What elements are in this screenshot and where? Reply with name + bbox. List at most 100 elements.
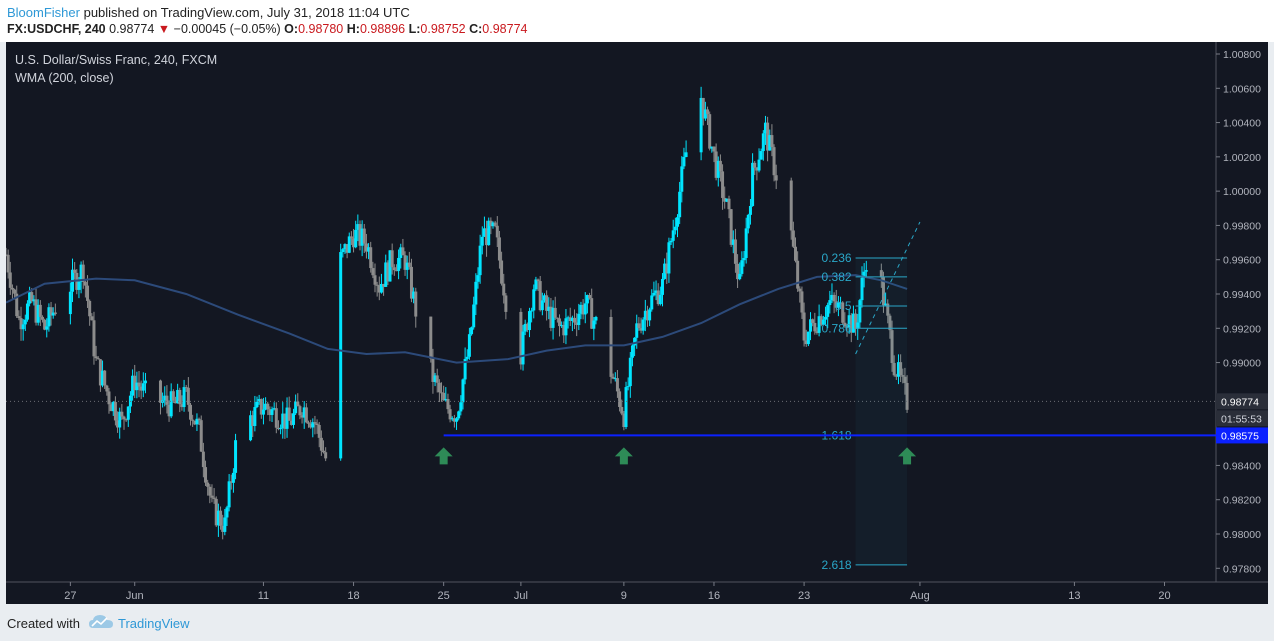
candle-down: [892, 362, 896, 376]
candle-down: [588, 295, 592, 299]
candle-up: [461, 379, 465, 403]
candle-down: [197, 418, 201, 421]
candle-up: [261, 409, 265, 415]
candle-down: [268, 409, 272, 415]
chart-area[interactable]: 0.236 0.382 0.5 0.786 1.618 2.618 0.98575 0.98…: [4, 42, 1268, 604]
candle-down: [407, 262, 411, 267]
candle-down: [706, 109, 710, 115]
price-tick-label: 0.99200: [1223, 323, 1261, 335]
candle-up: [594, 316, 598, 321]
candle-up: [285, 407, 289, 429]
price-tick-label: 1.00000: [1223, 186, 1261, 198]
tradingview-cloud-icon[interactable]: [88, 614, 114, 630]
candle-down: [886, 303, 890, 316]
time-scale[interactable]: [6, 582, 1268, 604]
candle-up: [234, 440, 238, 473]
candle-up: [824, 316, 828, 320]
candle-down: [103, 370, 107, 386]
fib-level-label: 0.382: [822, 270, 852, 284]
candle-down: [435, 375, 439, 383]
candle-down: [736, 263, 740, 280]
candle-down: [854, 313, 858, 329]
candle-up: [684, 152, 688, 158]
candle-up: [79, 264, 83, 282]
candle-down: [637, 323, 641, 329]
candle-up: [678, 191, 682, 218]
candle-down: [442, 392, 446, 401]
candle-down: [568, 317, 572, 322]
candle-down: [755, 167, 759, 171]
candle-up: [476, 275, 480, 282]
fib-level-label: 2.618: [822, 558, 852, 572]
price-tick-label: 1.00400: [1223, 118, 1261, 130]
open-value: 0.98780: [298, 22, 344, 36]
candle-up: [564, 318, 568, 336]
candle-down: [834, 301, 838, 308]
candle-down: [251, 415, 255, 426]
candle-up: [579, 304, 583, 314]
candle-up: [339, 252, 343, 459]
candle-down: [133, 375, 137, 391]
candle-down: [390, 250, 394, 268]
candle-up: [626, 386, 630, 388]
candle-up: [478, 245, 482, 276]
candle-down: [173, 400, 177, 404]
candle-up: [169, 391, 173, 417]
candle-down: [618, 391, 622, 407]
candle-down: [497, 237, 501, 261]
candle-down: [538, 281, 542, 311]
candle-down: [813, 322, 817, 332]
candle-down: [495, 225, 499, 238]
candle-down: [714, 151, 718, 178]
candle-down: [386, 262, 390, 282]
candle-up: [101, 370, 105, 386]
candle-down: [184, 387, 188, 389]
candle-down: [86, 285, 90, 301]
candle-down: [204, 467, 208, 483]
candle-down: [392, 267, 396, 271]
candle-up: [761, 133, 765, 152]
candle-down: [113, 402, 117, 421]
candle-down: [890, 330, 894, 363]
candle-down: [446, 398, 450, 410]
candle-down: [98, 359, 102, 386]
candle-up: [768, 135, 772, 151]
fib-zone: [855, 258, 908, 565]
candle-up: [36, 304, 40, 323]
candle-up: [896, 362, 900, 377]
candle-up: [388, 250, 392, 282]
close-label: C:: [469, 22, 483, 36]
candle-down: [4, 254, 8, 256]
candle-up: [676, 217, 680, 227]
candle-down: [158, 380, 162, 403]
legend-indicator[interactable]: WMA (200, close): [15, 71, 114, 85]
candle-up: [459, 402, 463, 412]
candle-down: [843, 322, 847, 327]
candle-down: [802, 312, 806, 341]
candle-down: [349, 236, 353, 239]
candle-up: [817, 316, 821, 333]
tradingview-brand[interactable]: TradingView: [118, 616, 190, 631]
candle-up: [828, 300, 832, 306]
candle-up: [523, 323, 527, 332]
candle-down: [727, 198, 731, 210]
time-tick-label: 18: [347, 590, 359, 602]
price-scale[interactable]: [1216, 42, 1268, 582]
author-link[interactable]: BloomFisher: [7, 5, 80, 20]
candle-down: [701, 97, 705, 119]
candle-down: [849, 315, 853, 333]
candle-down: [287, 407, 291, 421]
candle-down: [794, 246, 798, 261]
candle-down: [590, 298, 594, 329]
candle-down: [733, 239, 737, 264]
candle-up: [671, 230, 675, 241]
time-tick-label: 27: [64, 590, 76, 602]
candle-up: [864, 270, 868, 272]
candle-down: [191, 419, 195, 421]
candle-up: [725, 198, 729, 202]
candle-up: [143, 380, 147, 384]
time-tick-label: 16: [708, 590, 720, 602]
candle-up: [673, 226, 677, 231]
candle-up: [532, 289, 536, 311]
